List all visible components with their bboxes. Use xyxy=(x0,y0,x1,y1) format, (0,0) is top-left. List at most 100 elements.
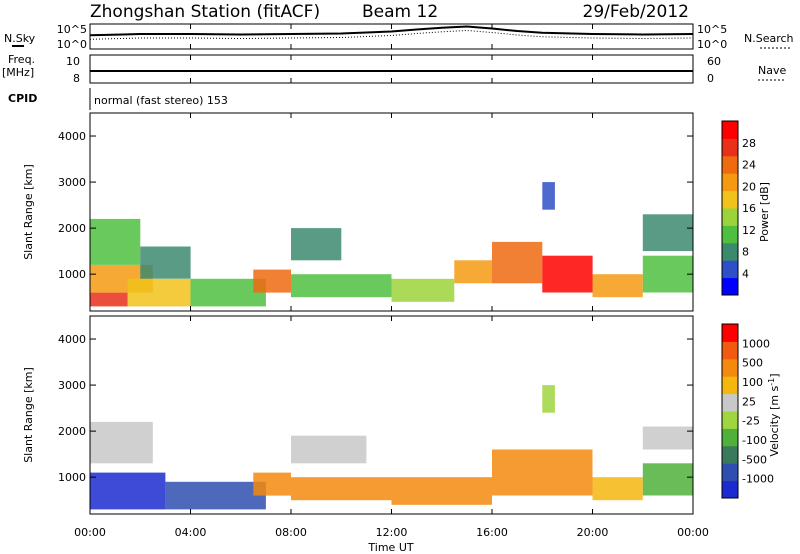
chart-title: Zhongshan Station (fitACF) xyxy=(90,2,320,22)
colorbar-segment xyxy=(722,242,738,261)
colorbar-tick-label: -25 xyxy=(742,415,760,428)
echo-region xyxy=(642,255,694,293)
colorbar-tick-label: 500 xyxy=(742,357,763,370)
noise-left-tick-bottom: 10^0 xyxy=(57,38,87,51)
velocity-y-axis-label: Slant Range [km] xyxy=(22,367,35,463)
cpid-panel: CPID normal (fast stereo) 153 xyxy=(8,88,228,110)
y-tick-label: 3000 xyxy=(58,176,86,189)
colorbar-segment xyxy=(722,480,738,499)
colorbar-tick-label: 12 xyxy=(742,224,756,237)
echo-region xyxy=(642,463,694,496)
colorbar-segment xyxy=(722,277,738,296)
echo-region xyxy=(391,477,492,505)
colorbar-segment xyxy=(722,190,738,209)
echo-region xyxy=(492,449,593,496)
noise-sky-trace xyxy=(89,25,694,37)
echo-region xyxy=(291,477,392,501)
y-tick-label: 4000 xyxy=(58,333,86,346)
colorbar-segment xyxy=(722,411,738,429)
colorbar-tick-label: 16 xyxy=(742,202,756,215)
colorbar-tick-label: 24 xyxy=(742,159,756,172)
y-tick-label: 1000 xyxy=(58,471,86,484)
nave-label: Nave xyxy=(758,64,786,77)
echo-region xyxy=(291,435,367,464)
colorbar-tick-label: 1000 xyxy=(742,337,770,350)
colorbar-tick-label: 8 xyxy=(742,246,749,259)
echo-region xyxy=(542,255,593,293)
freq-tick-top: 10 xyxy=(66,55,80,68)
colorbar-segment xyxy=(722,341,738,360)
cpid-mode-label: normal (fast stereo) 153 xyxy=(94,94,228,107)
y-tick-label: 2000 xyxy=(58,425,86,438)
x-tick-label: 00:00 xyxy=(74,526,106,539)
colorbar-tick-label: -1000 xyxy=(742,473,774,486)
time-axis: 00:00 04:00 08:00 12:00 16:00 20:00 00:00 xyxy=(74,24,709,539)
freq-tick-bottom: 8 xyxy=(73,72,80,85)
echo-region xyxy=(140,246,191,279)
x-tick-label: 16:00 xyxy=(476,526,508,539)
noise-sky-label: N.Sky xyxy=(4,32,36,45)
date-label: 29/Feb/2012 xyxy=(583,2,689,22)
echo-region xyxy=(391,278,455,302)
beam-label: Beam 12 xyxy=(362,2,438,22)
y-tick-label: 3000 xyxy=(58,379,86,392)
noise-right-tick-top: 10^5 xyxy=(697,23,727,36)
echo-region xyxy=(542,182,555,210)
noise-panel: 10^5 10^0 10^5 10^0 N.Sky N.Search xyxy=(4,23,794,51)
echo-region xyxy=(592,274,643,298)
colorbar-frame xyxy=(721,323,739,499)
noise-search-label: N.Search xyxy=(744,32,794,45)
noise-right-tick-bottom: 10^0 xyxy=(697,38,727,51)
colorbar-tick-label: 28 xyxy=(742,137,756,150)
y-tick-label: 4000 xyxy=(58,130,86,143)
colorbar-segment xyxy=(722,208,738,226)
echo-region xyxy=(253,472,291,496)
echo-region xyxy=(90,292,128,307)
freq-unit: [MHz] xyxy=(2,66,34,79)
x-tick-label: 00:00 xyxy=(677,526,709,539)
freq-label: Freq. xyxy=(8,53,35,66)
velocity-colorbar-label: Velocity [m s-1] xyxy=(767,373,781,456)
colorbar-segment xyxy=(722,358,738,377)
echo-region xyxy=(90,472,166,510)
x-tick-label: 12:00 xyxy=(376,526,408,539)
echo-region xyxy=(642,426,694,450)
y-tick-label: 1000 xyxy=(58,268,86,281)
colorbar-segment xyxy=(722,428,738,447)
colorbar-tick-label: 100 xyxy=(742,376,763,389)
echo-region xyxy=(492,241,543,284)
echo-region xyxy=(90,218,141,265)
cpid-label: CPID xyxy=(8,92,37,105)
nave-tick-bottom: 0 xyxy=(707,72,714,85)
x-tick-label: 08:00 xyxy=(275,526,307,539)
colorbar-segment xyxy=(722,393,738,412)
x-tick-label: 04:00 xyxy=(175,526,207,539)
colorbar-frame xyxy=(721,120,739,296)
y-tick-label: 2000 xyxy=(58,222,86,235)
frequency-panel: 10 8 60 0 Freq. [MHz] Nave xyxy=(2,53,786,85)
echo-region xyxy=(454,260,492,284)
noise-search-trace xyxy=(89,29,694,40)
colorbar-segment xyxy=(722,138,738,157)
echo-region xyxy=(642,214,694,252)
echo-region xyxy=(165,481,266,510)
echo-region xyxy=(592,477,643,501)
power-panel: Slant Range [km] 1000 2000 3000 4000 4 8 12 16… xyxy=(22,112,771,312)
x-axis-label: Time UT xyxy=(367,541,413,554)
echo-region xyxy=(291,228,342,261)
colorbar-segment xyxy=(722,121,738,139)
colorbar-tick-label: -500 xyxy=(742,453,767,466)
power-colorbar-label: Power [dB] xyxy=(758,182,771,242)
nave-tick-top: 60 xyxy=(707,55,721,68)
colorbar-tick-label: 4 xyxy=(742,267,749,280)
colorbar-segment xyxy=(722,324,738,342)
echo-region xyxy=(90,421,153,464)
colorbar-segment xyxy=(722,376,738,395)
x-tick-label: 20:00 xyxy=(577,526,609,539)
colorbar-segment xyxy=(722,173,738,192)
colorbar-segment xyxy=(722,260,738,279)
colorbar-tick-label: 20 xyxy=(742,180,756,193)
colorbar-segment xyxy=(722,445,738,464)
colorbar-segment xyxy=(722,225,738,244)
